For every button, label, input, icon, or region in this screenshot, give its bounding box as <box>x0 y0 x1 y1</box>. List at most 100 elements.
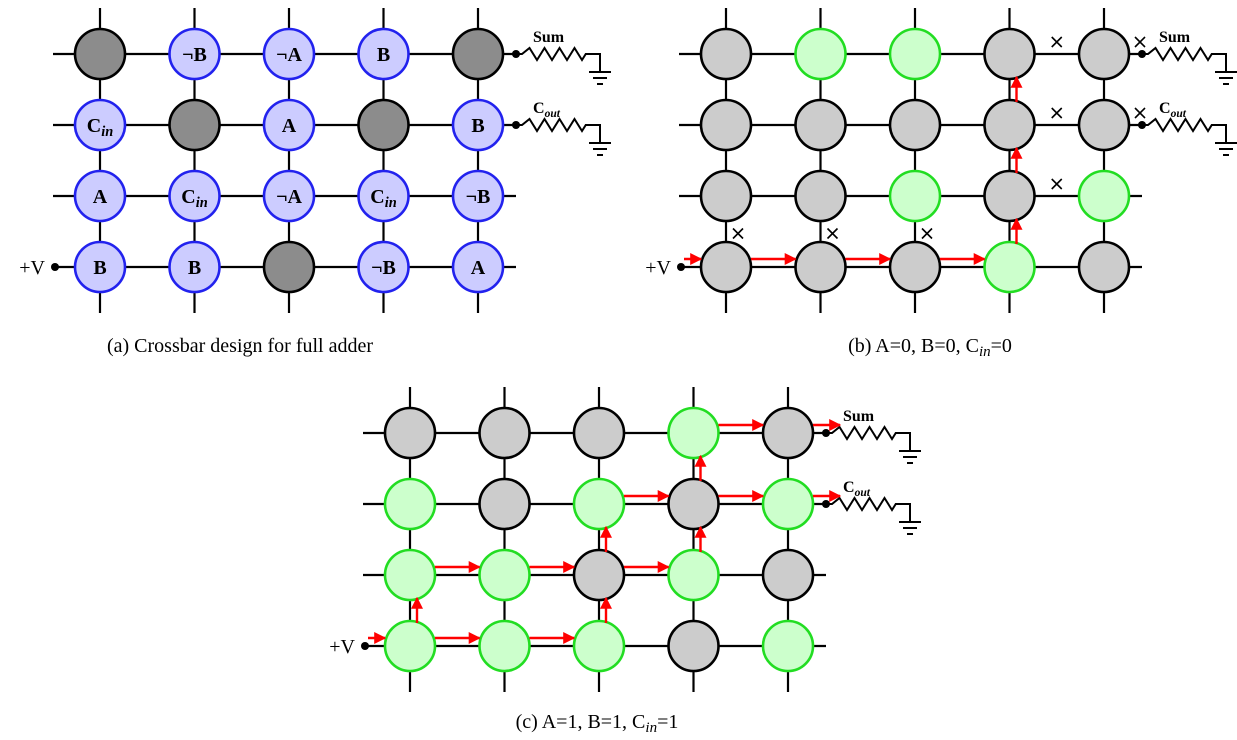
memristor-node <box>572 477 626 531</box>
caption-b: (b) A=0, B=0, Cin=0 <box>848 335 1012 360</box>
memristor-node <box>888 240 942 294</box>
node-label: A <box>471 257 486 279</box>
node-label: A <box>93 186 108 208</box>
memristor-node <box>73 98 127 152</box>
memristor-node <box>478 548 531 602</box>
memristor-node <box>983 240 1036 294</box>
caption-a: (a) Crossbar design for full adder <box>107 335 373 357</box>
output-resistor <box>1142 46 1227 72</box>
memristor-node <box>262 27 316 81</box>
memristor-node <box>761 406 815 460</box>
memristor-node <box>262 240 316 294</box>
node-label-main: B <box>471 115 484 137</box>
node-label: B <box>93 257 106 279</box>
output-resistor <box>1142 117 1227 143</box>
node-label-main: B <box>377 44 390 66</box>
output-label-sub: out <box>545 108 561 120</box>
memristor-node <box>794 169 847 223</box>
node-label-main: ¬B <box>371 257 396 279</box>
blocked-path-icon <box>1134 36 1146 48</box>
node-label-main: A <box>282 115 297 137</box>
memristor-node <box>1077 240 1131 294</box>
node-label: ¬B <box>371 257 396 279</box>
output-label-main: Sum <box>1159 29 1191 46</box>
caption-tail: =1 <box>657 711 678 733</box>
memristor-node <box>168 27 221 81</box>
caption-c: (c) A=1, B=1, Cin=1 <box>516 711 679 736</box>
supply-label: +V <box>645 257 671 279</box>
node-label-main: ¬B <box>182 44 207 66</box>
memristor-node <box>168 98 221 152</box>
node-label-main: ¬B <box>466 186 491 208</box>
blocked-path-icon <box>1051 107 1063 119</box>
panel-b: +V Sum Cout <box>645 8 1237 313</box>
memristor-node <box>262 169 316 223</box>
node-label-main: ¬A <box>276 44 302 66</box>
output-label-sub: out <box>855 487 871 499</box>
panel-a: +V Sum Cout ¬B ¬A B Cin A B A Cin ¬A Cin ¬B B B ¬B A <box>19 8 611 313</box>
memristor-node <box>761 477 815 531</box>
memristor-node <box>888 98 942 152</box>
output-label-sub: out <box>1171 108 1187 120</box>
memristor-node <box>572 548 626 602</box>
node-label: B <box>377 44 390 66</box>
supply-terminal <box>51 263 59 271</box>
node-label: ¬A <box>276 186 302 208</box>
node-label: ¬A <box>276 44 302 66</box>
node-label: ¬B <box>182 44 207 66</box>
node-label: A <box>282 115 297 137</box>
blocked-path-icon <box>921 227 933 240</box>
output-label: Cout <box>843 479 871 499</box>
memristor-node <box>794 98 847 152</box>
node-label: Cin <box>181 186 207 211</box>
output-label-main: C <box>533 100 545 117</box>
memristor-node <box>699 98 753 152</box>
supply-terminal <box>361 642 369 650</box>
output-label-main: C <box>1159 100 1171 117</box>
memristor-node <box>262 98 316 152</box>
memristor-node <box>888 27 942 81</box>
memristor-node <box>983 169 1036 223</box>
memristor-node <box>572 406 626 460</box>
memristor-node <box>168 240 221 294</box>
output-resistor <box>826 425 911 451</box>
memristor-node <box>357 240 410 294</box>
memristor-node <box>761 619 815 673</box>
node-label-main: B <box>93 257 106 279</box>
supply-terminal <box>677 263 685 271</box>
memristor-node <box>478 406 531 460</box>
memristor-node <box>699 169 753 223</box>
node-label: B <box>471 115 484 137</box>
memristor-node <box>478 619 531 673</box>
node-label: ¬B <box>466 186 491 208</box>
blocked-path-icon <box>732 227 744 240</box>
memristor-node <box>451 27 505 81</box>
node-label-main: ¬A <box>276 186 302 208</box>
output-label: Cout <box>1159 100 1187 120</box>
panel-c: +V Sum Cout <box>329 387 921 692</box>
node-label-sub: in <box>101 124 113 140</box>
memristor-node <box>383 619 437 673</box>
node-label-main: A <box>471 257 486 279</box>
output-label-main: Sum <box>843 408 875 425</box>
caption-tail: =0 <box>991 335 1012 357</box>
node-label: B <box>188 257 201 279</box>
output-label: Cout <box>533 100 561 120</box>
memristor-node <box>451 240 505 294</box>
memristor-node <box>73 27 127 81</box>
caption-text: (c) A=1, B=1, C <box>516 711 646 733</box>
memristor-node <box>451 98 505 152</box>
output-label: Sum <box>843 408 875 425</box>
node-label-sub: in <box>196 195 208 211</box>
memristor-node <box>478 477 531 531</box>
output-label: Sum <box>533 29 565 46</box>
blocked-path-icon <box>1134 107 1146 119</box>
memristor-node <box>983 27 1036 81</box>
node-label-main: C <box>370 186 384 208</box>
memristor-node <box>699 240 753 294</box>
output-resistor <box>516 46 601 72</box>
memristor-node <box>1077 27 1131 81</box>
supply-label: +V <box>329 636 355 658</box>
caption-text: (b) A=0, B=0, C <box>848 335 979 357</box>
